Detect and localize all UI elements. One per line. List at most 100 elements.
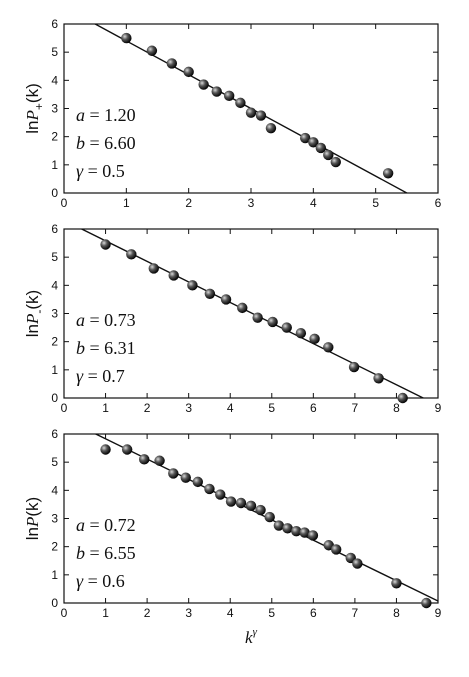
y-tick-label: 4 — [51, 483, 58, 497]
param-1: a = 0.72 — [76, 515, 136, 535]
x-tick-label: 0 — [61, 196, 68, 210]
x-tick-label: 6 — [435, 196, 442, 210]
x-tick-label: 3 — [185, 606, 192, 620]
data-point — [264, 511, 275, 523]
data-point — [204, 483, 215, 495]
param-3: γ = 0.6 — [76, 571, 125, 591]
y-tick-label: 5 — [51, 45, 58, 59]
x-tick-label: 5 — [268, 606, 275, 620]
x-tick-label: 1 — [102, 401, 109, 415]
x-tick-label: 7 — [352, 606, 359, 620]
x-tick-label: 1 — [123, 196, 130, 210]
x-axis-sup: γ — [253, 626, 258, 638]
data-point — [168, 270, 179, 281]
y-axis-arg: (k) — [23, 290, 42, 310]
data-point — [307, 530, 319, 541]
x-tick-label: 4 — [310, 196, 317, 210]
data-point — [148, 263, 159, 274]
x-tick-label: 4 — [227, 401, 234, 415]
param-2: b = 6.60 — [76, 133, 136, 153]
data-point — [100, 444, 111, 455]
x-tick-label: 3 — [185, 401, 192, 415]
y-axis-title: lnP-(k) — [23, 290, 46, 337]
param-value: = 6.55 — [85, 543, 136, 563]
data-point — [235, 97, 246, 109]
y-tick-label: 5 — [51, 250, 58, 264]
y-tick-label: 6 — [51, 222, 58, 236]
y-tick-label: 3 — [51, 512, 58, 526]
param-symbol: b — [76, 338, 85, 358]
param-symbol: b — [76, 133, 85, 153]
data-point — [154, 455, 165, 466]
data-point — [323, 342, 334, 353]
data-point — [245, 107, 257, 118]
param-symbol: γ — [76, 366, 84, 386]
data-point — [139, 454, 150, 465]
y-tick-label: 4 — [51, 278, 58, 292]
data-point — [223, 90, 235, 102]
x-tick-label: 2 — [144, 606, 151, 620]
y-axis-arg: (k) — [23, 83, 42, 103]
data-point — [100, 239, 111, 250]
param-2: b = 6.31 — [76, 338, 136, 358]
x-tick-label: 7 — [352, 401, 359, 415]
y-tick-label: 0 — [51, 186, 58, 200]
data-point — [255, 504, 266, 516]
x-tick-label: 4 — [227, 606, 234, 620]
param-symbol: b — [76, 543, 85, 563]
y-tick-label: 0 — [51, 596, 58, 610]
data-point — [187, 280, 198, 291]
data-point — [265, 123, 277, 134]
x-tick-label: 2 — [185, 196, 192, 210]
y-axis-var: P — [23, 314, 42, 325]
data-point — [225, 496, 237, 507]
y-axis-prefix: ln — [23, 527, 42, 540]
data-point — [323, 149, 334, 161]
data-point — [421, 597, 432, 609]
y-tick-label: 1 — [51, 568, 58, 582]
data-point — [295, 328, 307, 339]
param-1: a = 1.20 — [76, 105, 136, 125]
x-axis-title: kγ — [245, 626, 258, 647]
data-point — [308, 137, 319, 148]
data-point — [315, 142, 327, 154]
x-tick-label: 8 — [393, 606, 400, 620]
data-point — [291, 525, 302, 537]
param-symbol: γ — [76, 571, 84, 591]
x-axis-var: k — [245, 628, 253, 647]
y-tick-label: 2 — [51, 335, 58, 349]
data-point — [121, 32, 132, 44]
data-point — [255, 110, 267, 121]
param-value: = 0.5 — [83, 161, 125, 181]
x-tick-label: 9 — [435, 401, 442, 415]
data-point — [235, 497, 247, 509]
y-axis-title: lnP(k) — [23, 497, 42, 540]
data-point — [267, 316, 278, 328]
x-tick-label: 0 — [61, 401, 68, 415]
y-tick-label: 1 — [51, 158, 58, 172]
data-point — [220, 294, 232, 305]
data-point — [204, 288, 216, 299]
y-axis-prefix: ln — [23, 121, 42, 134]
data-point — [183, 66, 194, 78]
y-axis-var: P — [23, 110, 42, 121]
data-point — [348, 361, 360, 373]
data-point — [391, 578, 402, 589]
y-tick-label: 2 — [51, 540, 58, 554]
data-point — [373, 373, 384, 384]
data-point — [300, 132, 311, 144]
y-tick-label: 0 — [51, 391, 58, 405]
data-point — [352, 558, 363, 569]
x-tick-label: 5 — [268, 401, 275, 415]
data-point — [273, 520, 285, 531]
param-value: = 0.73 — [85, 310, 136, 330]
param-1: a = 0.73 — [76, 310, 136, 330]
param-symbol: a — [76, 310, 85, 330]
x-tick-label: 0 — [61, 606, 68, 620]
data-point — [382, 168, 394, 179]
y-tick-label: 3 — [51, 102, 58, 116]
data-point — [211, 86, 222, 97]
